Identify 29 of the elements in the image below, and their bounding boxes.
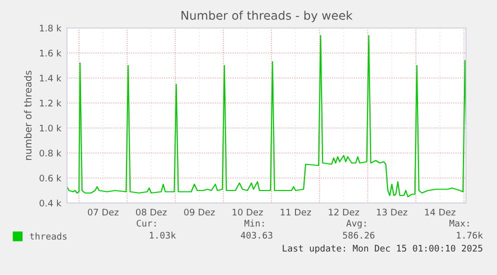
text: 586.26 <box>343 232 374 239</box>
line-series <box>67 34 466 198</box>
y-tick-label: 1.8 k <box>40 24 62 32</box>
x-tick-label: 08 Dez <box>136 208 167 216</box>
y-tick-label: 0.6 k <box>40 174 62 182</box>
text: 1.76k <box>456 232 483 239</box>
x-tick-label: 12 Dez <box>328 208 360 216</box>
text: 403.63 <box>240 232 272 239</box>
x-tick-label: 09 Dez <box>184 208 215 216</box>
text: 1.03k <box>150 232 176 239</box>
text: Last update: Mon Dec 15 01:00:10 2025 <box>282 244 482 254</box>
x-tick-label: 07 Dez <box>88 208 119 216</box>
x-tick-label: 10 Dez <box>232 208 263 216</box>
y-tick-label: 0.8 k <box>40 150 62 157</box>
y-tick-label: 1.2 k <box>40 100 62 106</box>
x-tick-label: 14 Dez <box>425 208 456 216</box>
text: Max: <box>450 220 469 227</box>
legend-label: threads <box>30 232 67 240</box>
text: Min: <box>244 220 264 227</box>
x-tick-label: 11 Dez <box>280 208 311 216</box>
y-tick-label: 1.4 k <box>40 74 62 82</box>
y-axis-title: number of threads <box>24 70 32 160</box>
x-tick-label: 13 Dez <box>377 208 408 216</box>
text: Cur: <box>136 220 156 227</box>
y-tick-label: 0.4 k <box>40 200 62 207</box>
y-tick-label: 1.6 k <box>40 50 62 57</box>
chart-title: Number of threads - by week <box>182 10 353 22</box>
y-tick-label: 1.0 k <box>40 124 62 132</box>
text: Avg: <box>346 220 366 228</box>
